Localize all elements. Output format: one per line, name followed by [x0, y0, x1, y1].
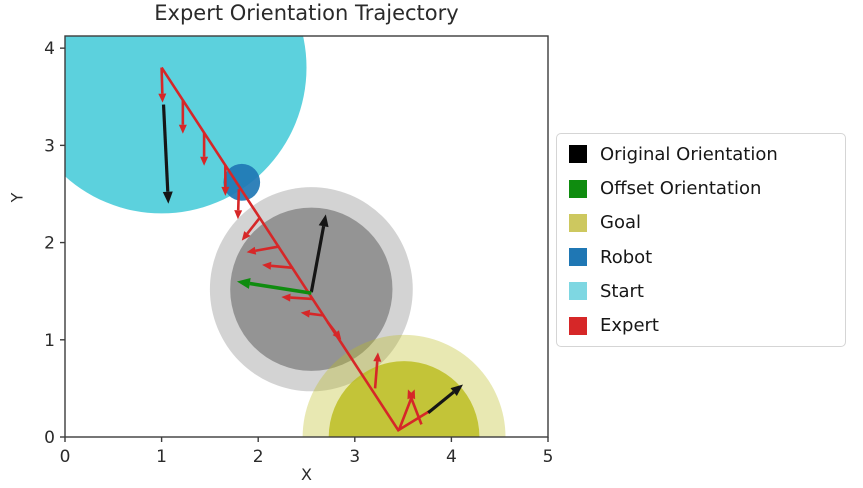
chart-title: Expert Orientation Trajectory — [154, 1, 459, 25]
y-tick-label: 4 — [44, 39, 55, 59]
legend-label: Original Orientation — [600, 143, 778, 165]
original-orientation-arrow — [427, 384, 463, 414]
expert-arrow — [200, 132, 209, 166]
axes-frame — [64, 35, 549, 438]
expert-arrow — [281, 293, 313, 302]
original-orientation-arrow — [309, 214, 329, 293]
legend-swatch-icon — [569, 179, 587, 198]
legend-label: Robot — [600, 246, 653, 268]
legend-item: Expert — [569, 309, 833, 343]
legend-label: Offset Orientation — [600, 178, 762, 199]
x-tick-label: 4 — [446, 447, 457, 467]
legend-item: Robot — [569, 240, 833, 274]
offset-orientation-arrow — [236, 278, 312, 295]
y-tick-label: 2 — [44, 234, 55, 254]
legend-swatch-icon — [569, 145, 587, 164]
legend-item: Goal — [569, 206, 833, 240]
expert-arrow — [407, 389, 423, 425]
expert-arrow — [326, 321, 342, 340]
x-axis-label: X — [301, 465, 312, 484]
expert-arrow — [241, 216, 262, 241]
y-tick-label: 1 — [44, 331, 55, 351]
x-tick-label: 5 — [543, 447, 554, 467]
x-tick-label: 0 — [60, 447, 71, 467]
legend-swatch-icon — [569, 282, 587, 301]
y-axis-label: Y — [7, 192, 27, 203]
y-tick-label: 0 — [44, 428, 55, 448]
expert-arrow — [300, 309, 325, 318]
legend-label: Expert — [600, 315, 659, 337]
legend: Original Orientation Offset Orientation Go… — [556, 133, 846, 347]
axis-ticks: 0 1 2 3 4 5 0 1 2 3 4 — [44, 39, 553, 467]
expert-arrow — [158, 67, 167, 103]
legend-label: Goal — [600, 212, 641, 234]
legend-item: Original Orientation — [569, 137, 833, 171]
legend-item: Start — [569, 274, 833, 308]
expert-arrow — [262, 261, 294, 270]
original-orientation-arrow — [161, 104, 173, 204]
x-tick-label: 2 — [253, 447, 264, 467]
expert-arrow — [178, 99, 187, 134]
expert-arrow — [221, 164, 230, 196]
start-region-circle — [65, 36, 307, 214]
legend-swatch-icon — [569, 213, 587, 232]
x-tick-label: 1 — [156, 447, 167, 467]
expert-arrow — [373, 352, 382, 389]
legend-item: Offset Orientation — [569, 171, 833, 205]
expert-arrow — [234, 189, 243, 220]
robot-circle — [223, 163, 261, 201]
legend-swatch-icon — [569, 316, 587, 335]
legend-swatch-icon — [569, 248, 587, 267]
plot-content — [65, 36, 506, 437]
x-tick-label: 3 — [349, 447, 360, 467]
expert-arrow — [246, 245, 280, 255]
legend-label: Start — [600, 280, 644, 302]
y-tick-label: 3 — [44, 136, 55, 156]
